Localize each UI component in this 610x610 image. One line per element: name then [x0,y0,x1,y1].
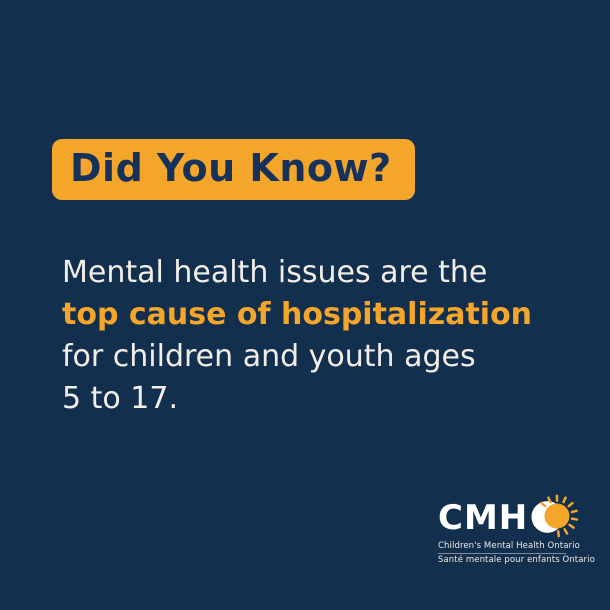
logo-divider [438,553,566,554]
cmho-logo-row: CMH [438,494,588,540]
sun-crescent-o-icon [531,494,579,538]
logo-tagline-french: Santé mentale pour enfants Ontario [438,555,595,565]
message-line-4: 5 to 17. [62,381,178,416]
message-line-3: for children and youth ages [62,339,476,374]
logo-tagline-english: Children's Mental Health Ontario [438,541,580,551]
message-line-2-highlight: top cause of hospitalization [62,297,533,332]
did-you-know-badge: Did You Know? [52,139,415,200]
cmho-acronym-text: CMH [438,498,529,538]
logo-taglines: Children's Mental Health Ontario Santé m… [438,541,595,566]
message-block: Mental health issues are the top cause o… [62,252,582,420]
message-line-1: Mental health issues are the [62,255,488,290]
cmho-logo: CMH [438,494,595,566]
badge-label: Did You Know? [70,146,392,190]
